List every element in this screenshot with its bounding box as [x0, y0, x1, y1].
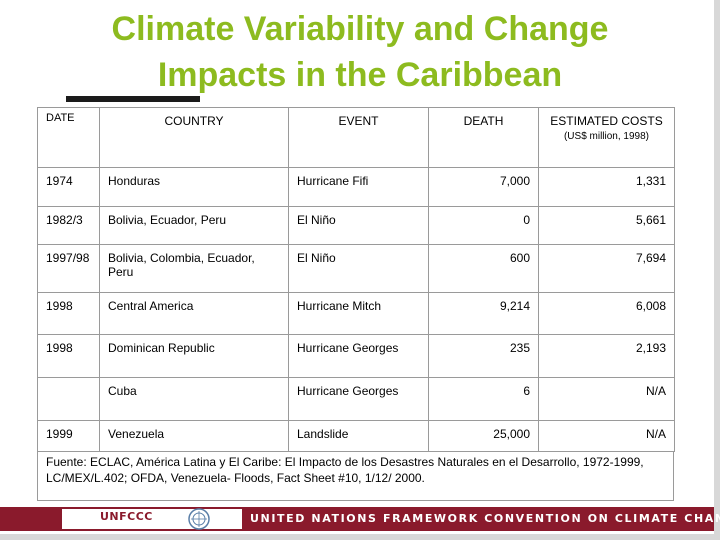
header-costs-label: ESTIMATED COSTS — [550, 114, 663, 128]
cell-cost: 1,331 — [538, 167, 675, 207]
slide-title: Climate Variability and Change Impacts i… — [40, 6, 680, 98]
cell-date: 1997/98 — [37, 244, 100, 293]
cell-country: Dominican Republic — [99, 334, 289, 378]
header-costs-unit: (US$ million, 1998) — [563, 131, 650, 142]
cell-date: 1999 — [37, 420, 100, 452]
title-line-1: Climate Variability and Change — [111, 10, 609, 48]
table-row: 1997/98 Bolivia, Colombia, Ecuador, Peru… — [37, 244, 675, 293]
cell-date: 1982/3 — [37, 206, 100, 245]
cell-death: 0 — [428, 206, 539, 245]
header-event: EVENT — [288, 107, 429, 168]
table-row: 1998 Central America Hurricane Mitch 9,2… — [37, 292, 675, 335]
table-row: Cuba Hurricane Georges 6 N/A — [37, 377, 675, 421]
cell-country: Honduras — [99, 167, 289, 207]
cell-cost: N/A — [538, 420, 675, 452]
cell-date: 1998 — [37, 334, 100, 378]
cell-death: 235 — [428, 334, 539, 378]
cell-country: Venezuela — [99, 420, 289, 452]
cell-date: 1974 — [37, 167, 100, 207]
un-emblem-icon — [188, 508, 210, 530]
cell-death: 600 — [428, 244, 539, 293]
cell-country: Cuba — [99, 377, 289, 421]
cell-date — [37, 377, 100, 421]
cell-country: Bolivia, Ecuador, Peru — [99, 206, 289, 245]
table-row: 1998 Dominican Republic Hurricane George… — [37, 334, 675, 378]
cell-event: El Niño — [288, 206, 429, 245]
cell-event: Hurricane Fifi — [288, 167, 429, 207]
cell-date: 1998 — [37, 292, 100, 335]
header-country: COUNTRY — [99, 107, 289, 168]
source-note: Fuente: ECLAC, América Latina y El Carib… — [37, 451, 674, 501]
disaster-table: DATE COUNTRY EVENT DEATH ESTIMATED COSTS… — [37, 107, 675, 452]
cell-country: Central America — [99, 292, 289, 335]
cell-cost: 2,193 — [538, 334, 675, 378]
cell-cost: 5,661 — [538, 206, 675, 245]
header-death: DEATH — [428, 107, 539, 168]
cell-country: Bolivia, Colombia, Ecuador, Peru — [99, 244, 289, 293]
cell-event: Landslide — [288, 420, 429, 452]
table-row: 1974 Honduras Hurricane Fifi 7,000 1,331 — [37, 167, 675, 207]
table-header-row: DATE COUNTRY EVENT DEATH ESTIMATED COSTS… — [37, 107, 675, 168]
cell-event: Hurricane Georges — [288, 334, 429, 378]
cell-death: 9,214 — [428, 292, 539, 335]
cell-death: 7,000 — [428, 167, 539, 207]
cell-cost: 7,694 — [538, 244, 675, 293]
cell-cost: 6,008 — [538, 292, 675, 335]
header-costs: ESTIMATED COSTS (US$ million, 1998) — [538, 107, 675, 168]
slide-frame-right — [714, 0, 720, 540]
cell-cost: N/A — [538, 377, 675, 421]
cell-death: 25,000 — [428, 420, 539, 452]
footer-banner: UNFCCC UNITED NATIONS FRAMEWORK CONVENTI… — [0, 507, 720, 531]
unfccc-banner-text: UNITED NATIONS FRAMEWORK CONVENTION ON C… — [250, 512, 720, 525]
cell-event: El Niño — [288, 244, 429, 293]
table-row: 1982/3 Bolivia, Ecuador, Peru El Niño 0 … — [37, 206, 675, 245]
cell-event: Hurricane Mitch — [288, 292, 429, 335]
cell-death: 6 — [428, 377, 539, 421]
table-row: 1999 Venezuela Landslide 25,000 N/A — [37, 420, 675, 452]
title-line-2: Impacts in the Caribbean — [157, 56, 563, 94]
slide-frame-bottom — [0, 534, 720, 540]
unfccc-logo: UNFCCC — [100, 510, 153, 523]
header-date: DATE — [37, 107, 100, 168]
cell-event: Hurricane Georges — [288, 377, 429, 421]
title-underline — [66, 96, 200, 102]
